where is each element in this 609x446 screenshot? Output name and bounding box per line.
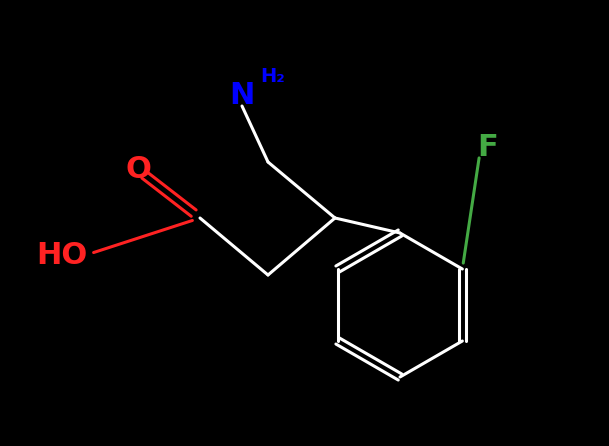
Text: N: N: [230, 82, 255, 111]
Text: O: O: [125, 156, 151, 185]
Text: HO: HO: [37, 240, 88, 269]
Text: F: F: [477, 133, 498, 162]
Text: H₂: H₂: [260, 66, 285, 86]
